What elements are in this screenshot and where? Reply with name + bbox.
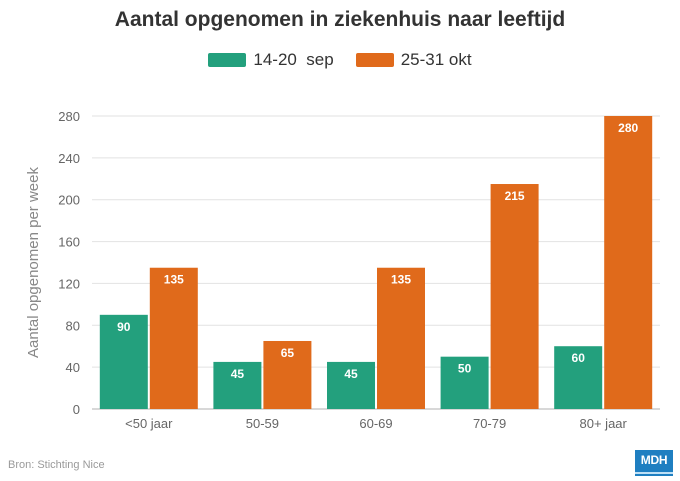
y-tick-label: 280	[58, 109, 80, 124]
x-tick-label: 50-59	[246, 416, 279, 431]
x-tick-label: 60-69	[359, 416, 392, 431]
bar-value-label: 135	[391, 273, 411, 287]
y-tick-label: 120	[58, 276, 80, 291]
bar	[604, 116, 653, 409]
bar-value-label: 65	[281, 346, 295, 360]
bar-value-label: 90	[117, 320, 131, 334]
legend-item-series-1[interactable]: 14-20 sep	[208, 50, 334, 70]
y-tick-label: 240	[58, 151, 80, 166]
legend-item-series-2[interactable]: 25-31 okt	[355, 50, 472, 70]
chart-title: Aantal opgenomen in ziekenhuis naar leef…	[114, 8, 566, 31]
source-note: Bron: Stichting Nice	[8, 459, 105, 471]
bar-value-label: 135	[164, 273, 184, 287]
bar	[490, 184, 539, 409]
y-tick-label: 160	[58, 235, 80, 250]
bar	[377, 267, 425, 409]
x-tick-label: 70-79	[473, 416, 506, 431]
bar-value-label: 60	[572, 351, 586, 365]
y-tick-label: 200	[58, 193, 80, 208]
y-tick-label: 40	[66, 360, 80, 375]
legend-label-series-1: 14-20 sep	[253, 50, 334, 69]
bar	[554, 346, 603, 409]
y-tick-label: 0	[73, 402, 80, 417]
legend-swatch-series-2	[355, 53, 394, 67]
bar-value-label: 215	[505, 189, 525, 203]
logo-text: MDH	[640, 453, 668, 467]
mdh-logo: MDH	[635, 450, 673, 476]
bar-value-label: 45	[344, 367, 358, 381]
bar	[440, 356, 489, 409]
bar	[263, 340, 312, 409]
x-tick-label: <50 jaar	[125, 416, 173, 431]
legend-swatch-series-1	[208, 53, 247, 67]
x-tick-label: 80+ jaar	[580, 416, 628, 431]
bar-value-label: 280	[618, 121, 638, 135]
y-axis-label: Aantal opgenomen per week	[25, 167, 42, 358]
bar	[149, 267, 198, 409]
legend-label-series-2: 25-31 okt	[400, 50, 472, 69]
chart-legend: 14-20 sep 25-31 okt	[0, 50, 680, 70]
bar-value-label: 45	[231, 367, 245, 381]
y-tick-label: 80	[66, 318, 80, 333]
bar	[327, 361, 375, 409]
bar	[213, 361, 262, 409]
logo-underline	[635, 472, 673, 474]
bar-value-label: 50	[458, 362, 472, 376]
bar	[99, 314, 148, 409]
